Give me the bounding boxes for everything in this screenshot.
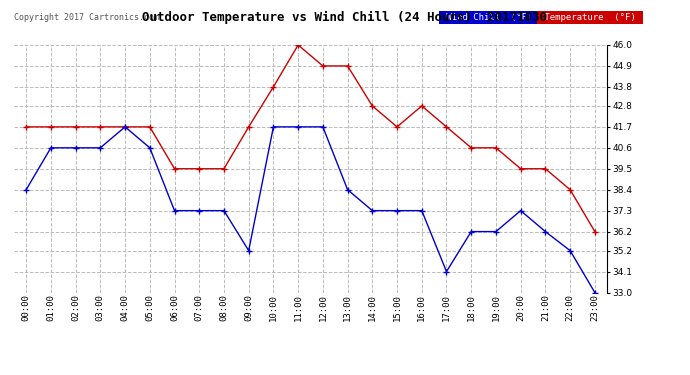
Text: Outdoor Temperature vs Wind Chill (24 Hours)  20171030: Outdoor Temperature vs Wind Chill (24 Ho… xyxy=(143,11,547,24)
Text: Copyright 2017 Cartronics.com: Copyright 2017 Cartronics.com xyxy=(14,13,159,22)
Text: Temperature  (°F): Temperature (°F) xyxy=(539,13,641,22)
Text: Wind Chill  (°F): Wind Chill (°F) xyxy=(441,13,538,22)
